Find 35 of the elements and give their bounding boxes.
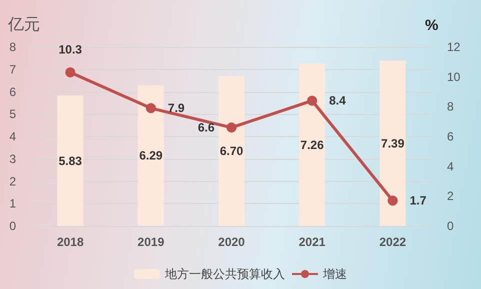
- data-label: 6.70: [220, 144, 244, 158]
- y-tick-label: 3: [9, 152, 16, 166]
- y2-tick-label: 10: [447, 70, 461, 84]
- y-tick-label: 0: [9, 219, 16, 233]
- data-label: 7.9: [168, 101, 185, 116]
- legend-label: 地方一般公共预算收入: [164, 267, 285, 281]
- y-tick-label: 6: [9, 84, 16, 99]
- x-tick-label: 2022: [379, 235, 406, 249]
- y-tick-label: 4: [9, 130, 16, 144]
- y-tick-label: 7: [9, 62, 16, 76]
- data-label: 6.29: [139, 148, 163, 163]
- x-tick-label: 2019: [138, 235, 165, 249]
- data-label: 6.6: [198, 120, 215, 135]
- data-label: 8.4: [329, 94, 346, 108]
- data-label: 5.83: [58, 154, 82, 168]
- x-tick-label: 2018: [56, 235, 84, 249]
- y2-tick-label: 2: [447, 189, 454, 204]
- y2-tick-label: 8: [447, 100, 454, 114]
- y-axis-title: 亿元: [7, 16, 40, 34]
- y-tick-label: 2: [9, 174, 16, 188]
- data-label: 1.7: [410, 194, 427, 208]
- y2-tick-label: 4: [447, 159, 454, 174]
- y2-tick-label: 0: [447, 219, 454, 233]
- y2-tick-label: 6: [447, 130, 454, 144]
- legend-label: 增速: [322, 267, 347, 281]
- data-label: 10.3: [58, 42, 82, 56]
- data-label: 7.39: [381, 136, 405, 150]
- data-label: 7.26: [300, 138, 324, 152]
- y-tick-label: 1: [9, 196, 16, 211]
- x-tick-label: 2021: [298, 235, 326, 249]
- y2-tick-label: 12: [447, 40, 461, 54]
- y2-axis-title: %: [425, 17, 438, 34]
- y-tick-label: 5: [9, 107, 16, 122]
- y-tick-label: 8: [9, 40, 16, 54]
- x-tick-label: 2020: [218, 235, 246, 249]
